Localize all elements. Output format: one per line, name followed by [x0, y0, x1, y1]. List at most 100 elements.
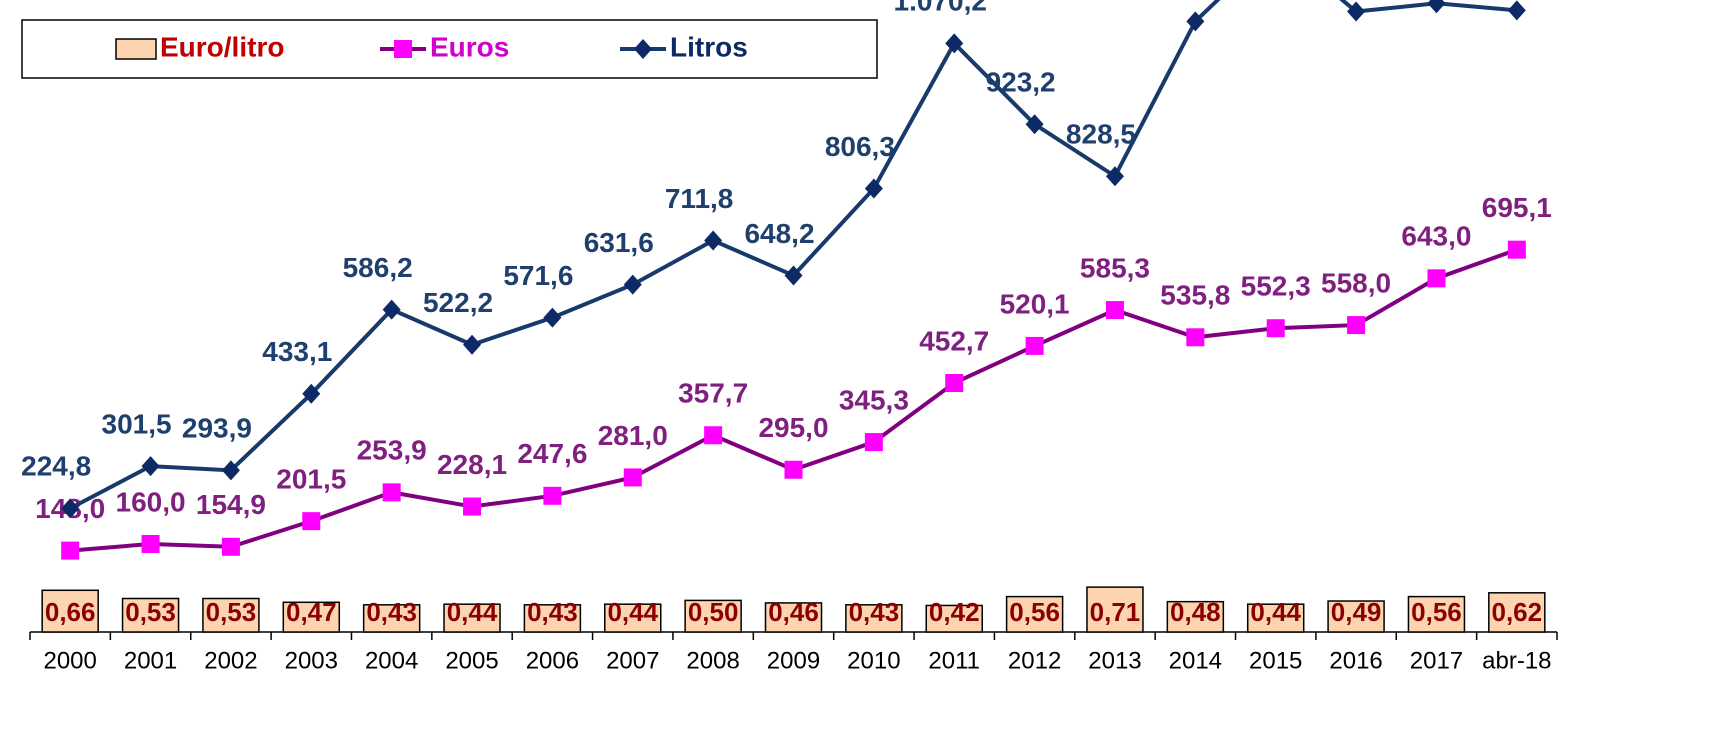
x-tick-label: 2013: [1088, 647, 1141, 674]
bar-label: 0,49: [1331, 597, 1382, 627]
marker: [704, 230, 723, 251]
marker: [61, 541, 80, 560]
value-label: 295,0: [758, 412, 828, 443]
marker: [1427, 269, 1446, 288]
marker: [382, 299, 401, 320]
marker: [1186, 328, 1205, 347]
marker: [1186, 11, 1205, 32]
legend-label: Euros: [430, 31, 509, 62]
bar: [362, 604, 421, 633]
marker: [704, 426, 723, 445]
marker: [945, 33, 964, 54]
x-tick-label: 2011: [928, 647, 980, 674]
marker: [1347, 316, 1366, 335]
x-tick-label: 2007: [606, 647, 659, 674]
bar: [1246, 603, 1305, 633]
value-label: 301,5: [102, 409, 172, 440]
value-label: 247,6: [517, 438, 587, 469]
marker: [141, 456, 160, 477]
marker: [784, 460, 803, 479]
marker: [1025, 336, 1044, 355]
bar: [845, 604, 903, 633]
bar-label: 0,53: [206, 597, 257, 627]
marker: [1025, 114, 1044, 135]
bar-label: 0,47: [286, 597, 337, 627]
bar: [41, 589, 99, 633]
bar: [925, 604, 983, 633]
bar-label: 0,53: [125, 597, 176, 627]
marker: [784, 265, 803, 286]
bar: [1327, 600, 1385, 633]
marker: [864, 433, 883, 452]
x-tick-label: 2005: [445, 647, 498, 674]
x-tick-label: 2006: [526, 647, 579, 674]
bar: [202, 597, 260, 633]
x-tick-label: 2012: [1008, 647, 1061, 674]
bar-label: 0,44: [447, 597, 498, 627]
value-label: 253,9: [357, 435, 427, 466]
marker: [1266, 319, 1285, 338]
marker: [864, 178, 883, 199]
marker: [623, 468, 642, 487]
value-label: 281,0: [598, 420, 668, 451]
marker: [382, 483, 401, 502]
legend-box: [21, 19, 878, 79]
value-label: 522,2: [423, 287, 493, 318]
marker: [1507, 0, 1526, 21]
marker: [543, 307, 562, 328]
value-label: 806,3: [825, 131, 895, 162]
marker: [61, 498, 80, 519]
marker: [1507, 240, 1526, 259]
value-label: 631,6: [584, 227, 654, 258]
marker: [1427, 0, 1446, 14]
bar: [764, 602, 823, 633]
x-tick-label: abr-18: [1482, 647, 1551, 674]
bar: [523, 604, 582, 633]
value-label: 154,9: [196, 489, 266, 520]
value-label: 520,1: [1000, 288, 1070, 319]
value-label: 535,8: [1160, 280, 1230, 311]
value-label: 293,9: [182, 413, 252, 444]
bar: [282, 601, 341, 633]
bar: [1086, 586, 1144, 633]
value-label: 571,6: [503, 260, 573, 291]
bar-label: 0,48: [1170, 597, 1221, 627]
bar: [604, 603, 662, 633]
marker: [634, 39, 652, 59]
x-tick-label: 2004: [365, 647, 418, 674]
marker: [221, 460, 240, 481]
marker: [543, 486, 562, 505]
bar-label: 0,44: [607, 597, 658, 627]
value-label: 552,3: [1241, 271, 1311, 302]
x-tick-label: 2009: [767, 647, 820, 674]
value-label: 224,8: [21, 451, 91, 482]
bar-label: 0,46: [768, 597, 819, 627]
value-label: 1.070,2: [894, 0, 987, 17]
marker: [1105, 301, 1124, 320]
marker: [623, 274, 642, 295]
legend-label: Euro/litro: [160, 31, 284, 62]
bar-label: 0,42: [929, 597, 980, 627]
x-tick-label: 2001: [124, 647, 177, 674]
value-label: 923,2: [986, 67, 1056, 98]
value-label: 695,1: [1482, 192, 1552, 223]
bar-label: 0,50: [688, 597, 739, 627]
marker: [945, 373, 964, 392]
bar: [1166, 600, 1225, 633]
legend-swatch: [115, 38, 157, 60]
value-label: 357,7: [678, 378, 748, 409]
marker: [1105, 166, 1124, 187]
value-label: 345,3: [839, 384, 909, 415]
marker: [302, 383, 321, 404]
legend-label: Litros: [670, 31, 748, 62]
bar: [443, 603, 501, 633]
bar: [684, 599, 742, 633]
marker: [1347, 1, 1366, 22]
x-tick-label: 2015: [1249, 647, 1302, 674]
value-label: 643,0: [1401, 221, 1471, 252]
bar-label: 0,71: [1090, 597, 1141, 627]
value-label: 433,1: [262, 336, 332, 367]
bar-label: 0,62: [1492, 597, 1543, 627]
